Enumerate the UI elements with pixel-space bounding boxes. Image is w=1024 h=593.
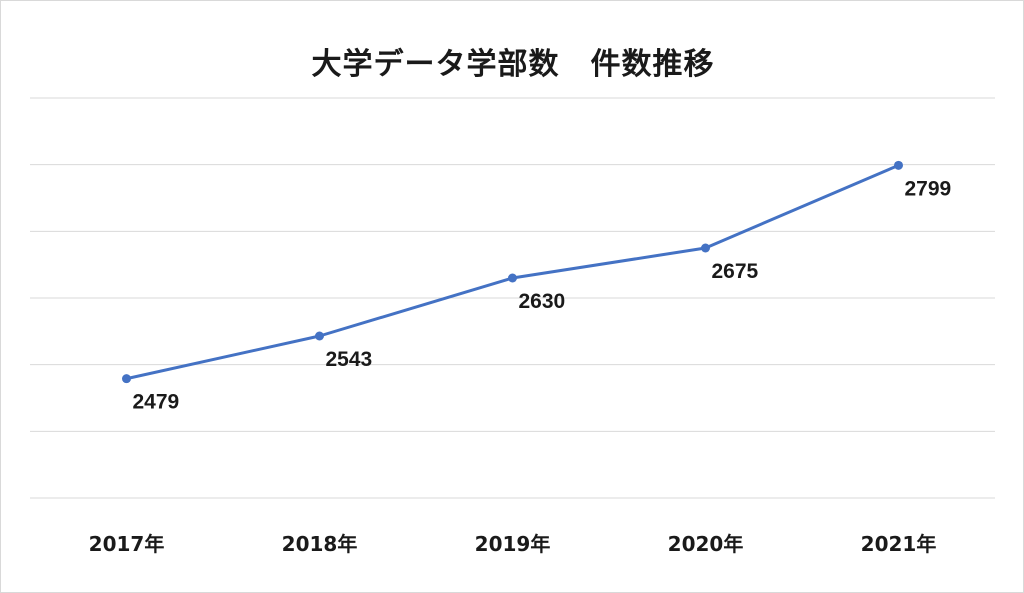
- x-tick-label: 2017年: [89, 532, 165, 556]
- data-label: 2799: [905, 177, 952, 200]
- data-point: [122, 374, 131, 384]
- x-tick-label: 2019年: [475, 532, 551, 556]
- data-point: [894, 160, 903, 170]
- x-tick-label: 2020年: [668, 532, 744, 556]
- x-axis-tick-labels: 2017年 2018年 2019年 2020年 2021年: [89, 532, 937, 556]
- data-labels: 2479 2543 2630 2675 2799: [133, 177, 952, 413]
- data-point: [701, 243, 710, 253]
- data-point: [315, 331, 324, 341]
- data-label: 2479: [133, 391, 180, 414]
- series-line: [125, 163, 900, 381]
- data-points: [122, 160, 903, 384]
- data-label: 2630: [519, 290, 566, 313]
- chart-title: 大学データ学部数 件数推移: [311, 47, 715, 82]
- x-tick-label: 2018年: [282, 532, 358, 556]
- data-label: 2675: [712, 260, 759, 283]
- x-tick-label: 2021年: [861, 532, 937, 556]
- series-lines: [125, 163, 900, 381]
- data-point: [508, 273, 517, 283]
- gridlines: [30, 97, 995, 499]
- data-label: 2543: [326, 348, 373, 371]
